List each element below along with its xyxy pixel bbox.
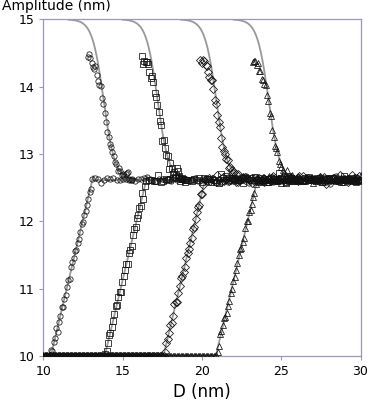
X-axis label: D (nm): D (nm)	[173, 383, 231, 401]
Y-axis label: Amplitude (nm): Amplitude (nm)	[2, 0, 111, 13]
